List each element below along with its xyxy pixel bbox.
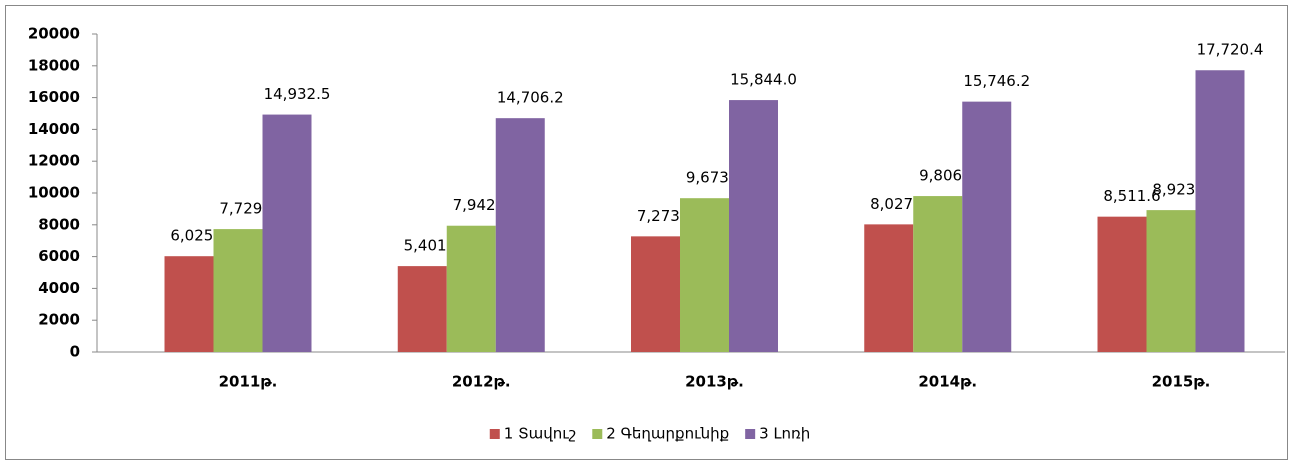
bar	[729, 100, 778, 352]
legend-swatch	[745, 429, 756, 439]
bar	[1146, 210, 1196, 352]
bar	[864, 224, 914, 352]
value-label: 14,932.5	[264, 85, 331, 103]
legend-swatch	[489, 429, 500, 439]
value-label: 5,401.6	[404, 237, 461, 255]
value-label: 17,720.4	[1197, 41, 1264, 59]
y-tick-label: 8000	[38, 215, 80, 233]
bar	[446, 225, 496, 352]
y-tick-label: 10000	[28, 184, 80, 202]
bar	[680, 198, 729, 352]
y-tick-label: 18000	[28, 56, 80, 74]
bar	[262, 114, 312, 353]
x-tick-label: 2014թ.	[918, 373, 977, 391]
value-label: 8,027.0	[870, 195, 927, 213]
value-label: 9,673.6	[686, 169, 743, 187]
x-tick-label: 2011թ.	[219, 373, 278, 391]
y-tick-label: 4000	[38, 279, 80, 297]
bar	[397, 266, 447, 352]
bar	[1097, 216, 1147, 352]
value-label: 15,844.0	[730, 71, 797, 89]
value-label: 6,025.1	[170, 227, 227, 245]
value-label: 8,923.6	[1152, 181, 1209, 199]
x-tick-label: 2015թ.	[1152, 373, 1211, 391]
legend-label: 1 Տավուշ	[504, 425, 577, 443]
value-label: 7,729.7	[219, 200, 276, 218]
bar	[962, 101, 1012, 352]
y-tick-label: 20000	[28, 25, 80, 43]
value-label: 15,746.2	[963, 72, 1030, 90]
bar	[213, 229, 263, 352]
legend-swatch	[592, 429, 603, 439]
bar	[1195, 70, 1245, 353]
bar	[631, 236, 680, 352]
y-tick-label: 0	[70, 343, 80, 361]
y-tick-label: 16000	[28, 88, 80, 106]
legend: 1 Տավուշ 2 Գեղարքունիք 3 Լոռի	[489, 425, 810, 443]
y-tick-label: 2000	[38, 311, 80, 329]
legend-label: 2 Գեղարքունիք	[606, 425, 729, 443]
x-tick-label: 2013թ.	[685, 373, 744, 391]
value-label: 7,942.4	[453, 196, 510, 214]
y-tick-label: 6000	[38, 247, 80, 265]
value-label: 9,806.8	[919, 167, 976, 185]
legend-label: 3 Լոռի	[759, 425, 810, 443]
x-tick-label: 2012թ.	[452, 373, 511, 391]
bar	[913, 196, 963, 352]
value-label: 14,706.2	[497, 89, 564, 107]
bar	[164, 256, 214, 352]
y-tick-label: 14000	[28, 120, 80, 138]
value-label: 7,273.6	[637, 207, 694, 225]
bar	[495, 118, 545, 352]
y-tick-label: 12000	[28, 152, 80, 170]
value-label: 8,511.6	[1103, 187, 1160, 205]
